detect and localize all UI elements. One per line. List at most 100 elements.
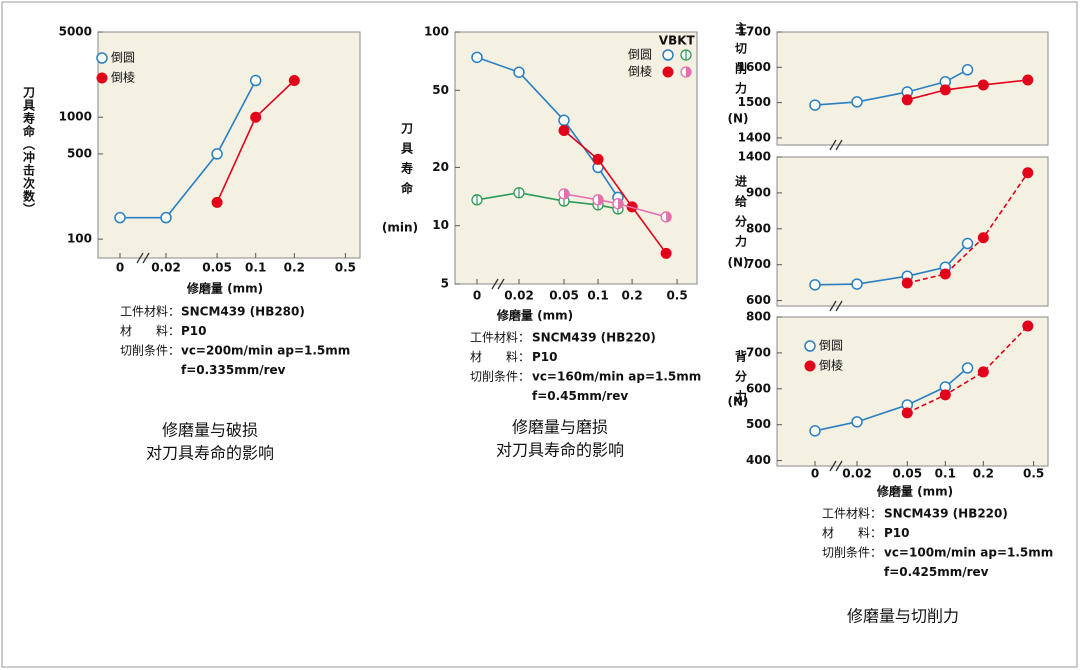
x-tick-label: 0.5 bbox=[335, 261, 356, 275]
marker bbox=[977, 366, 989, 378]
marker-half bbox=[686, 67, 691, 77]
y-axis-label: 进给分力 bbox=[734, 174, 748, 255]
legend-label: 倒棱 bbox=[628, 64, 652, 79]
marker bbox=[809, 425, 821, 437]
marker bbox=[977, 79, 989, 91]
x-tick-label: 0 bbox=[116, 261, 124, 275]
y-tick-label: 1400 bbox=[738, 150, 771, 164]
marker bbox=[471, 51, 483, 64]
marker-half bbox=[598, 194, 604, 205]
caption: 对刀具寿命的影响 bbox=[496, 441, 624, 460]
x-tick-label: 0.02 bbox=[151, 261, 181, 275]
marker bbox=[211, 196, 223, 208]
axis-break bbox=[835, 139, 843, 151]
y-tick-label: 500 bbox=[746, 417, 771, 431]
axis-break bbox=[829, 460, 837, 472]
legend-label: 倒圆 bbox=[819, 339, 843, 353]
series bbox=[558, 125, 672, 259]
x-tick-label: 0.05 bbox=[202, 261, 232, 275]
series-line bbox=[907, 172, 1029, 284]
x-tick-label: 0.2 bbox=[973, 467, 994, 481]
marker bbox=[1022, 74, 1034, 86]
series-line bbox=[563, 129, 667, 254]
axis-break bbox=[142, 252, 150, 264]
marker bbox=[1022, 167, 1034, 179]
y-tick-label: 1500 bbox=[738, 95, 771, 109]
note-value: SNCM439 (HB220) bbox=[884, 507, 1008, 521]
note-value: f=0.335mm/rev bbox=[181, 363, 286, 377]
y-axis-label: 刀具寿命（冲击次数） bbox=[22, 86, 36, 216]
marker bbox=[250, 111, 262, 123]
marker bbox=[160, 211, 172, 224]
series bbox=[901, 74, 1034, 106]
series-line bbox=[906, 325, 1029, 414]
note-label: 材 料： bbox=[822, 526, 882, 540]
marker bbox=[660, 247, 672, 259]
note-value: vc=160m/min ap=1.5mm bbox=[532, 370, 701, 384]
marker bbox=[809, 279, 821, 291]
axis-break bbox=[829, 300, 837, 312]
series bbox=[901, 320, 1034, 419]
y-tick-label: 100 bbox=[424, 25, 449, 39]
marker-half bbox=[617, 198, 623, 209]
plot-area bbox=[776, 156, 1049, 307]
note-value: P10 bbox=[532, 350, 558, 364]
y-axis-unit: (N) bbox=[727, 112, 748, 126]
marker-half bbox=[564, 188, 570, 199]
legend-marker bbox=[96, 72, 108, 84]
y-tick-label: 5000 bbox=[59, 25, 92, 39]
marker bbox=[939, 389, 951, 401]
legend-label: 倒圆 bbox=[111, 51, 135, 65]
x-axis-label: 修磨量 (mm) bbox=[496, 308, 573, 323]
marker bbox=[851, 278, 863, 290]
marker bbox=[939, 84, 951, 96]
marker bbox=[114, 211, 126, 224]
series bbox=[809, 64, 974, 111]
x-tick-label: 0.5 bbox=[666, 289, 687, 303]
note-value: SNCM439 (HB280) bbox=[181, 305, 305, 319]
marker bbox=[211, 148, 223, 160]
plot-area bbox=[776, 31, 1049, 146]
x-tick-label: 0.02 bbox=[504, 289, 534, 303]
caption: 修磨量与破损 bbox=[162, 421, 258, 440]
x-tick-label: 0.05 bbox=[549, 289, 579, 303]
note-label: 切削条件： bbox=[470, 370, 530, 384]
y-tick-label: 1400 bbox=[738, 130, 771, 144]
legend-marker bbox=[804, 360, 816, 372]
x-tick-label: 0.2 bbox=[621, 289, 642, 303]
y-tick-label: 20 bbox=[432, 160, 449, 174]
legend-marker bbox=[662, 66, 674, 78]
x-tick-label: 0 bbox=[811, 467, 819, 481]
x-axis-label: 修磨量 (mm) bbox=[186, 281, 263, 296]
legend-marker bbox=[96, 52, 108, 64]
note-value: SNCM439 (HB220) bbox=[532, 331, 656, 345]
x-tick-label: 0.1 bbox=[935, 467, 956, 481]
y-tick-label: 1600 bbox=[738, 60, 771, 74]
axis-break bbox=[829, 139, 837, 151]
note-label: 工件材料： bbox=[470, 331, 530, 345]
note-value: P10 bbox=[884, 526, 910, 540]
axis-break bbox=[835, 300, 843, 312]
caption: 对刀具寿命的影响 bbox=[146, 444, 274, 463]
x-tick-label: 0.1 bbox=[587, 289, 608, 303]
axis-break bbox=[497, 278, 505, 290]
series bbox=[211, 75, 300, 208]
note-label: 切削条件： bbox=[822, 546, 882, 560]
series bbox=[114, 74, 262, 224]
y-tick-label: 700 bbox=[746, 345, 771, 359]
marker bbox=[592, 153, 604, 165]
x-tick-label: 0.2 bbox=[284, 261, 305, 275]
y-axis-unit: (N) bbox=[727, 256, 748, 270]
axis-break bbox=[136, 252, 144, 264]
y-tick-label: 50 bbox=[432, 83, 449, 97]
series bbox=[558, 188, 672, 223]
marker bbox=[1022, 320, 1034, 332]
marker bbox=[977, 232, 989, 244]
legend-marker bbox=[662, 49, 674, 61]
note-label: 材 料： bbox=[120, 324, 180, 338]
plot-area bbox=[97, 31, 361, 259]
note-value: P10 bbox=[181, 324, 207, 338]
y-axis-label: 刀具寿命 bbox=[400, 122, 414, 202]
plot-area bbox=[454, 31, 698, 285]
